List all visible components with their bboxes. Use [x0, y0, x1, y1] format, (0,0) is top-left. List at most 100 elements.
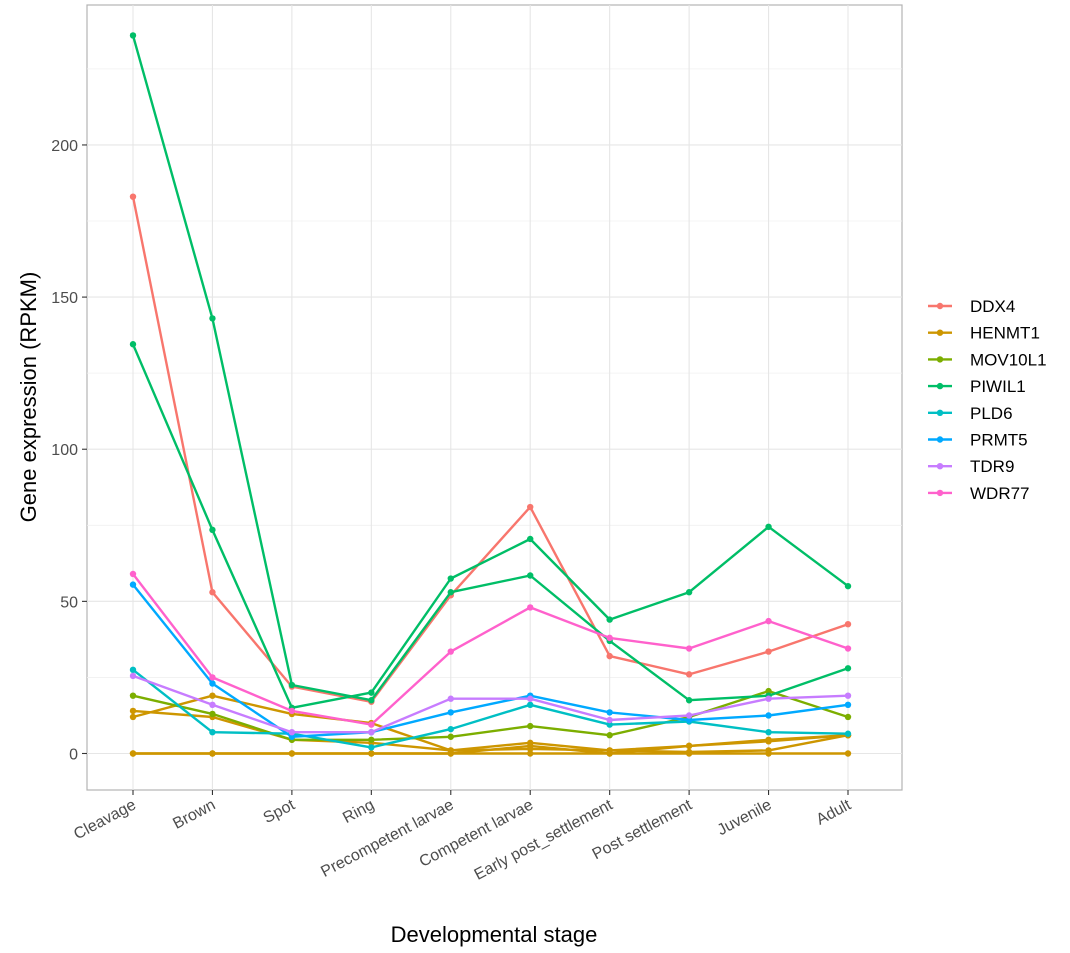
data-point [447, 648, 454, 655]
data-point [209, 674, 216, 681]
data-point [129, 581, 137, 588]
data-point [129, 666, 137, 674]
data-point [527, 695, 534, 702]
data-point [447, 750, 454, 757]
x-tick-label: Ring [340, 797, 377, 827]
data-point [209, 701, 216, 709]
legend-item-ddx4: DDX4 [928, 297, 1015, 316]
legend-key-point [936, 409, 944, 416]
series-piwil1 [129, 32, 852, 712]
data-point [844, 665, 852, 672]
data-point [685, 645, 693, 652]
y-tick-label: 150 [51, 290, 78, 307]
data-point [765, 728, 772, 736]
data-point [765, 738, 772, 745]
data-point [685, 697, 693, 704]
x-tick-label: Spot [261, 796, 299, 827]
data-point [844, 750, 852, 757]
data-point [129, 193, 137, 200]
legend-key-point [936, 356, 944, 363]
series-line [132, 689, 849, 741]
legend-label: DDX4 [970, 297, 1015, 316]
y-tick-label: 0 [69, 746, 78, 763]
data-point [685, 750, 693, 757]
data-point [527, 535, 534, 543]
legend-label: TDR9 [970, 457, 1014, 476]
data-point [368, 721, 375, 728]
series-line [132, 668, 849, 749]
data-point [209, 589, 216, 596]
data-point [368, 697, 375, 704]
series-line [132, 674, 849, 734]
data-point [447, 725, 454, 733]
data-point [288, 750, 296, 757]
legend-item-wdr77: WDR77 [928, 484, 1030, 503]
data-point [844, 730, 852, 737]
legend-label: PLD6 [970, 404, 1013, 423]
data-point [606, 750, 613, 757]
legend-item-henmt1: HENMT1 [928, 324, 1040, 343]
data-point [685, 671, 693, 678]
series-line [131, 196, 849, 703]
data-point [288, 681, 296, 689]
data-point [527, 503, 534, 511]
data-point [844, 713, 852, 721]
series-line [132, 573, 849, 726]
data-point [209, 692, 216, 699]
legend-label: HENMT1 [970, 324, 1040, 343]
data-point [527, 722, 534, 730]
legend-label: PRMT5 [970, 431, 1028, 450]
data-point [765, 750, 772, 757]
x-tick-label: Early post_settlement [472, 796, 616, 883]
y-axis-title: Gene expression (RPKM) [16, 272, 41, 523]
data-point [527, 604, 534, 611]
x-tick-label: Brown [170, 797, 218, 833]
data-point [606, 732, 613, 739]
data-point [685, 716, 693, 724]
legend-item-pld6: PLD6 [928, 404, 1013, 423]
x-tick-label: Adult [814, 796, 855, 828]
data-point [685, 742, 693, 750]
series-line [131, 343, 849, 709]
series-line [131, 35, 849, 702]
series-line [133, 734, 849, 755]
data-point [209, 750, 216, 757]
data-point [765, 523, 772, 531]
data-point [606, 616, 613, 623]
legend: DDX4 HENMT1 MOV10L1 PIWIL1 PLD6 PRMT5 TDR9 WDR7… [928, 297, 1047, 503]
data-point [209, 526, 216, 534]
data-point [765, 617, 772, 625]
y-tick-label: 200 [51, 138, 78, 155]
data-point [368, 744, 375, 751]
series-wdr77 [129, 570, 852, 728]
data-point [685, 712, 693, 719]
data-point [765, 687, 772, 695]
data-point [844, 582, 852, 590]
legend-key-point [936, 302, 944, 310]
data-point [209, 728, 216, 736]
data-point [527, 701, 534, 709]
legend-item-prmt5: PRMT5 [928, 431, 1028, 450]
data-point [368, 728, 375, 736]
data-point [209, 680, 216, 687]
x-tick-label: Juvenile [715, 796, 775, 839]
data-point [209, 710, 216, 718]
data-point [209, 315, 216, 322]
legend-label: PIWIL1 [970, 377, 1026, 396]
data-point [129, 707, 137, 715]
data-point [129, 570, 137, 578]
data-point [447, 695, 454, 702]
y-tick-label: 100 [51, 442, 78, 459]
data-point [765, 648, 772, 655]
data-point [368, 736, 375, 743]
x-tick-label: Cleavage [71, 796, 139, 843]
legend-label: MOV10L1 [970, 350, 1047, 369]
legend-key-point [936, 329, 944, 336]
data-point [447, 589, 454, 596]
x-axis-title: Developmental stage [391, 922, 598, 947]
data-point [606, 634, 613, 642]
legend-key-point [936, 382, 944, 390]
data-point [765, 712, 772, 719]
